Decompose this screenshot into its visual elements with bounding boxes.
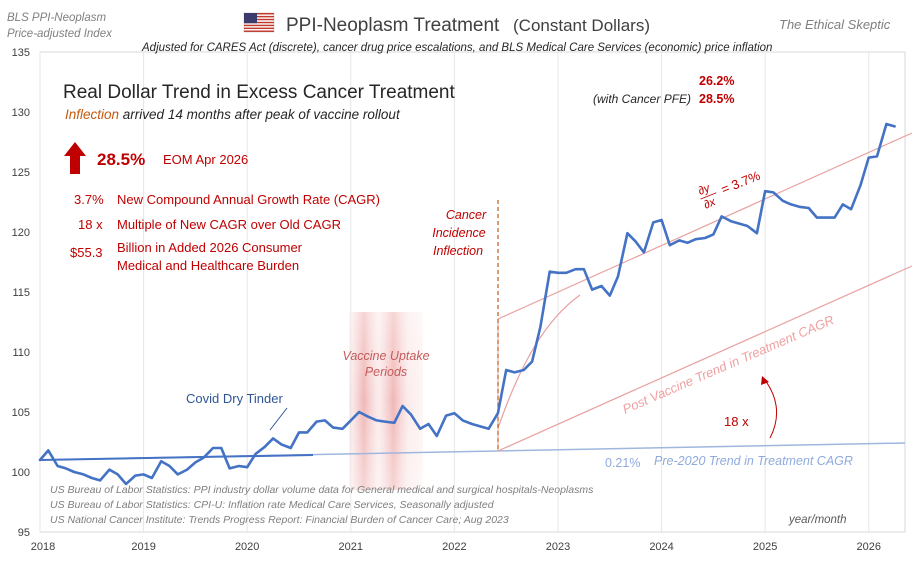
stat-label-multiple: Multiple of New CAGR over Old CAGR (117, 217, 341, 232)
chart-subtitle: Adjusted for CARES Act (discrete), cance… (141, 42, 772, 54)
stat-label-burden: Billion in Added 2026 Consumer (117, 240, 303, 255)
annotation-multiple: 18 x (724, 414, 749, 429)
us-flag-icon (243, 12, 275, 33)
x-tick-label: 2022 (442, 541, 466, 553)
y-tick-label: 105 (12, 407, 30, 419)
source-note-3: US National Cancer Institute: Trends Pro… (50, 514, 509, 526)
y-tick-label: 130 (12, 107, 30, 119)
y-tick-label: 95 (18, 527, 30, 539)
source-line-1: BLS PPI-Neoplasm (7, 12, 106, 24)
covid-pointer (269, 407, 288, 431)
source-note-2: US Bureau of Labor Statistics: CPI-U: In… (50, 499, 495, 511)
source-line-2: Price-adjusted Index (7, 28, 113, 40)
big-value: 28.5% (97, 150, 145, 169)
post-vaccine-trend-lower (497, 265, 913, 452)
old-trend-fit (39, 454, 314, 461)
inflection-line: Inflection arrived 14 months after peak … (65, 107, 401, 122)
series-layer (38, 122, 896, 486)
stat-value-multiple: 18 x (78, 217, 103, 232)
svg-text:∂x: ∂x (702, 196, 718, 212)
chart-title: PPI-Neoplasm Treatment (286, 15, 500, 36)
brand-label: The Ethical Skeptic (779, 17, 891, 32)
panel-headline: Real Dollar Trend in Excess Cancer Treat… (63, 82, 455, 103)
annotation-inflection-2: Incidence (432, 226, 486, 240)
stat-label-cagr: New Compound Annual Growth Rate (CAGR) (117, 192, 380, 207)
post-vaccine-trend-upper (497, 132, 913, 320)
x-tick-label: 2025 (753, 541, 777, 553)
top-right-value-1: 26.2% (699, 74, 734, 88)
x-tick-label: 2018 (31, 541, 55, 553)
multiple-arrow (764, 379, 777, 439)
big-label: EOM Apr 2026 (163, 152, 248, 167)
x-tick-label: 2021 (339, 541, 363, 553)
annotation-inflection-3: Inflection (433, 244, 483, 258)
annotation-pre2020-trend: Pre-2020 Trend in Treatment CAGR (654, 454, 853, 468)
x-axis-title: year/month (788, 514, 847, 526)
y-tick-label: 115 (12, 287, 30, 299)
axis-ticks: 2018 2019 2020 2021 2022 2023 2024 2025 2026 95 10… (12, 47, 881, 553)
annotation-vaccine-uptake-1: Vaccine Uptake (342, 349, 429, 363)
annotation-old-cagr: 0.21% (605, 456, 640, 470)
x-tick-label: 2024 (649, 541, 673, 553)
y-tick-label: 110 (12, 347, 30, 359)
svg-text:= 3.7%: = 3.7% (719, 168, 763, 197)
y-tick-label: 135 (12, 47, 30, 59)
x-tick-label: 2020 (235, 541, 259, 553)
multiple-arrowhead (761, 376, 769, 385)
y-tick-label: 120 (12, 227, 30, 239)
series-line (38, 122, 896, 486)
stat-label-burden-cont: Medical and Healthcare Burden (117, 258, 299, 273)
inflection-curve (497, 294, 581, 429)
derivative-annotation: ∂y ∂x = 3.7% (697, 168, 763, 212)
x-tick-label: 2019 (131, 541, 155, 553)
up-arrow-icon (64, 142, 86, 174)
stat-value-burden: $55.3 (70, 245, 103, 260)
source-note-1: US Bureau of Labor Statistics: PPI indus… (50, 484, 594, 496)
annotation-post-vaccine-trend: Post Vaccine Trend in Treatment CAGR (620, 312, 836, 417)
y-tick-label: 125 (12, 167, 30, 179)
x-tick-label: 2023 (546, 541, 570, 553)
x-tick-label: 2026 (857, 541, 881, 553)
annotation-covid-dry-tinder: Covid Dry Tinder (186, 391, 283, 406)
vaccine-uptake-band-fade (349, 312, 423, 490)
stat-value-cagr: 3.7% (74, 192, 104, 207)
y-tick-label: 100 (12, 467, 30, 479)
annotation-inflection-1: Cancer (446, 208, 487, 222)
top-right-label-2: (with Cancer PFE) (593, 92, 691, 106)
top-right-value-2: 28.5% (699, 92, 734, 106)
chart-title-suffix: (Constant Dollars) (513, 16, 650, 35)
annotation-vaccine-uptake-2: Periods (365, 365, 407, 379)
